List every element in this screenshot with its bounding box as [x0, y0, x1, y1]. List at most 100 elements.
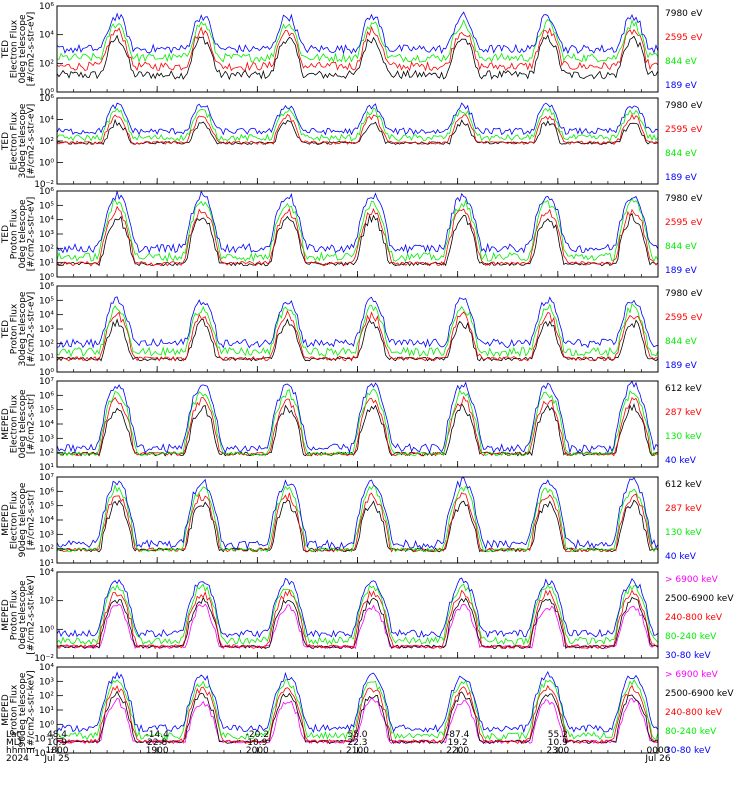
legend-entry: > 6900 keV — [665, 670, 719, 680]
y-axis-label: Electron Flux — [10, 490, 20, 549]
legend-entry: 844 eV — [665, 242, 698, 252]
x-tick-label: 1800 — [46, 746, 69, 756]
y-tick-label: 10⁰ — [39, 625, 54, 635]
y-tick-label: 10⁵ — [39, 201, 54, 211]
series-line-5 — [56, 577, 659, 639]
y-axis-label: MEPED — [1, 694, 11, 726]
y-axis-label: [#/cm2-s-str-keV] — [27, 575, 37, 654]
legend-entry: 844 eV — [665, 57, 698, 67]
legend-entry: 130 keV — [665, 528, 702, 538]
x-tick-label: 22.8 — [147, 738, 167, 748]
series-line-2 — [56, 690, 659, 745]
legend-entry: 40 keV — [665, 456, 697, 466]
y-tick-label: 10² — [39, 449, 54, 459]
series-line-3 — [56, 302, 659, 358]
y-tick-label: 10⁶ — [39, 391, 54, 401]
legend-entry: 189 eV — [665, 361, 698, 371]
y-tick-label: 10⁶ — [39, 94, 54, 104]
y-tick-label: 10⁵ — [39, 502, 54, 512]
x-tick-label: Jul 25 — [43, 754, 69, 764]
y-axis-label: TED — [1, 320, 11, 339]
legend-entry: 612 keV — [665, 384, 702, 394]
y-tick-label: 10² — [39, 339, 54, 349]
y-tick-label: 10⁶ — [39, 282, 54, 292]
y-tick-label: 10⁰ — [39, 88, 54, 98]
x-tick-label: Jul 26 — [644, 754, 670, 764]
x-tick-label: -87.4 — [446, 730, 470, 740]
panels-group: 10⁰ 10² 10⁴ 10⁶ TED Electron Flux 0deg telesco… — [1, 2, 734, 759]
y-tick-label: 10⁷ — [39, 473, 54, 483]
y-axis-label: Proton Flux — [10, 303, 20, 354]
y-axis-label: MEPED — [1, 504, 11, 536]
legend-entry: 80-240 keV — [665, 727, 717, 737]
x-tick-label: 55.0 — [347, 730, 367, 740]
y-tick-label: 10² — [39, 545, 54, 555]
series-line-1 — [56, 212, 659, 267]
legend-entry: 612 keV — [665, 480, 702, 490]
legend-entry: 844 eV — [665, 149, 698, 159]
y-tick-label: 10³ — [39, 230, 54, 240]
series-line-4 — [56, 11, 659, 55]
legend-entry: 30-80 keV — [665, 651, 711, 661]
y-tick-label: 10³ — [39, 434, 54, 444]
y-tick-label: 10¹ — [39, 259, 54, 269]
series-line-1 — [56, 402, 659, 457]
y-axis-label: 30deg telescope — [18, 291, 28, 366]
y-tick-label: 10⁴ — [39, 568, 54, 578]
legend-entry: 189 eV — [665, 81, 698, 91]
y-axis-label: [#/cm2-s-str-eV] — [27, 12, 37, 87]
y-tick-label: 10⁴ — [39, 216, 54, 226]
series-line-3 — [56, 19, 659, 63]
y-tick-label: 10² — [39, 137, 54, 147]
y-tick-label: 10⁰ — [39, 273, 54, 283]
series-line-3 — [56, 483, 659, 553]
x-tick-label: 2100 — [346, 746, 369, 756]
y-axis-label: [#/cm2-s-str-eV] — [27, 197, 37, 272]
series-line-2 — [56, 205, 659, 267]
x-tick-label: 1900 — [146, 746, 169, 756]
x-tick-label: -14.4 — [146, 730, 170, 740]
y-axis-label: 0deg telescope — [18, 14, 28, 84]
y-tick-label: 10⁶ — [39, 487, 54, 497]
series-line-2 — [56, 309, 659, 362]
y-axis-label: TED — [1, 132, 11, 151]
y-axis-label: [#/cm2-s-str] — [27, 490, 37, 550]
x-tick-label: -20.2 — [246, 730, 269, 740]
x-row-label: 2024 — [6, 754, 29, 764]
series-line-1 — [56, 499, 658, 553]
y-axis-label: Proton Flux — [10, 684, 20, 735]
series-line-2 — [56, 113, 659, 146]
series-line-2 — [56, 25, 659, 72]
series-line-3 — [56, 589, 659, 650]
y-axis-label: [#/cm2-s-str-keV] — [27, 670, 37, 749]
y-tick-label: 10⁵ — [39, 406, 54, 416]
y-tick-label: 10⁴ — [39, 116, 54, 126]
y-tick-label: 10⁻² — [34, 180, 54, 190]
y-tick-label: 10⁰ — [39, 720, 54, 730]
y-tick-label: 10⁴ — [39, 420, 54, 430]
y-axis-label: Proton Flux — [10, 208, 20, 259]
y-tick-label: 10² — [39, 59, 54, 69]
y-tick-label: 10¹ — [39, 706, 54, 716]
y-tick-label: 10⁻² — [34, 654, 54, 664]
x-tick-label: 19.2 — [448, 738, 468, 748]
x-tick-label: 2000 — [246, 746, 269, 756]
x-tick-label: 22.3 — [347, 738, 367, 748]
y-axis-label: Electron Flux — [10, 394, 20, 453]
y-tick-label: 10³ — [39, 677, 54, 687]
legend-entry: 40 keV — [665, 552, 697, 562]
x-row-label: MLT — [6, 738, 24, 748]
series-line-2 — [56, 395, 659, 457]
legend-entry: 30-80 keV — [665, 746, 711, 756]
series-line-4 — [56, 583, 659, 646]
legend-entry: 287 keV — [665, 504, 702, 514]
y-axis-label: 0deg telescope — [18, 199, 28, 269]
